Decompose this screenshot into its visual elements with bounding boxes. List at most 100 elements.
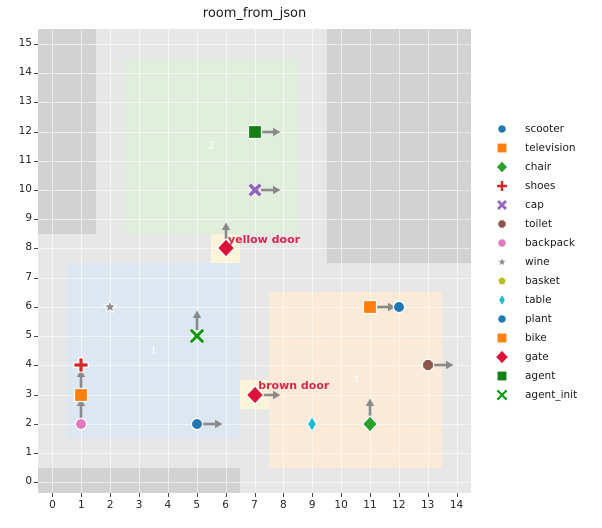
y-tick-label: 0 — [25, 475, 32, 488]
legend-label: table — [525, 294, 552, 306]
wall-top-left — [38, 29, 96, 234]
legend-marker-backpack — [497, 238, 507, 248]
y-tick-label: 7 — [25, 270, 32, 283]
legend-marker-agent — [496, 370, 508, 382]
marker-shoes — [73, 357, 90, 374]
y-tick-label: 1 — [25, 445, 32, 458]
x-tick-label: 11 — [363, 499, 377, 511]
legend-item-table: table — [494, 292, 552, 308]
legend-item-scooter: scooter — [494, 121, 564, 137]
legend-marker-chair — [495, 160, 509, 174]
y-tick-mark — [34, 452, 38, 454]
legend-label: chair — [525, 161, 552, 173]
gridline-y — [38, 73, 471, 75]
x-tick-label: 7 — [251, 499, 258, 511]
marker-cap — [247, 182, 262, 198]
x-tick-label: 13 — [421, 499, 435, 511]
x-tick-mark — [225, 493, 227, 497]
y-tick-label: 3 — [25, 387, 32, 400]
y-tick-mark — [34, 365, 38, 367]
gridline-y — [38, 248, 471, 250]
x-tick-mark — [81, 493, 83, 497]
x-tick-label: 4 — [164, 499, 172, 511]
gridline-x — [283, 29, 285, 493]
x-tick-mark — [398, 493, 400, 497]
legend-item-television: television — [494, 140, 576, 156]
legend-item-backpack: backpack — [494, 235, 575, 251]
x-tick-mark — [110, 493, 112, 497]
gridline-x — [312, 29, 314, 493]
x-tick-mark — [427, 493, 429, 497]
gridline-y — [38, 43, 471, 45]
y-tick-mark — [34, 306, 38, 308]
gridline-x — [398, 29, 400, 493]
wall-top-right — [326, 29, 471, 264]
room-label-1: 1 — [150, 345, 157, 357]
gridline-y — [38, 452, 471, 454]
marker-television — [74, 387, 89, 402]
gridline-x — [110, 29, 112, 493]
legend-marker-bike — [496, 332, 508, 344]
legend-label: toilet — [525, 218, 552, 230]
x-tick-mark — [196, 493, 198, 497]
y-tick-mark — [34, 43, 38, 45]
yellow-door-label: yellow door — [227, 232, 301, 246]
gridline-x — [52, 29, 54, 493]
legend-item-basket: basket — [494, 273, 560, 289]
y-tick-label: 8 — [25, 241, 32, 254]
room-2 — [124, 58, 298, 234]
x-tick-mark — [167, 493, 169, 497]
gridline-x — [196, 29, 198, 493]
marker-wine — [102, 298, 118, 314]
y-tick-label: 2 — [25, 416, 32, 429]
x-tick-label: 1 — [77, 499, 85, 511]
gridline-x — [167, 29, 169, 493]
legend-marker-television — [496, 142, 508, 154]
legend-label: basket — [525, 275, 560, 287]
marker-bike — [362, 299, 378, 314]
y-tick-label: 12 — [18, 124, 32, 137]
legend-marker-toilet — [497, 219, 507, 229]
gridline-y — [38, 423, 471, 425]
y-tick-mark — [34, 160, 38, 162]
room-3 — [268, 292, 443, 468]
legend-label: shoes — [525, 180, 556, 192]
legend-item-wine: wine — [494, 254, 550, 270]
gridline-x — [139, 29, 141, 493]
arrow-right-bike — [375, 302, 396, 312]
legend-label: television — [525, 142, 576, 154]
y-tick-mark — [34, 336, 38, 338]
gridline-x — [456, 29, 458, 493]
x-tick-label: 3 — [135, 499, 143, 511]
legend-label: cap — [525, 199, 544, 211]
y-tick-mark — [34, 131, 38, 133]
y-tick-mark — [34, 73, 38, 75]
x-tick-label: 2 — [106, 499, 114, 511]
legend-marker-shoes — [496, 180, 508, 192]
y-tick-mark — [34, 423, 38, 425]
legend-label: plant — [525, 313, 552, 325]
x-tick-label: 0 — [49, 499, 56, 511]
y-tick-mark — [34, 248, 38, 250]
y-tick-label: 14 — [18, 66, 32, 79]
x-tick-label: 6 — [222, 499, 229, 511]
room-1 — [66, 263, 241, 439]
legend-label: backpack — [525, 237, 575, 249]
x-tick-mark — [254, 493, 256, 497]
y-tick-label: 13 — [18, 95, 32, 108]
legend-marker-table — [498, 293, 506, 307]
arrow-up-agent_init — [192, 310, 201, 331]
x-tick-label: 9 — [308, 499, 316, 511]
x-tick-mark — [456, 493, 458, 497]
y-tick-label: 10 — [18, 182, 32, 195]
marker-agent — [247, 124, 262, 139]
x-tick-label: 12 — [392, 499, 406, 511]
legend-item-chair: chair — [494, 159, 551, 175]
gridline-y — [38, 365, 471, 367]
gridline-x — [341, 29, 343, 493]
legend-marker-basket — [497, 275, 507, 286]
gridline-x — [427, 29, 429, 493]
gridline-y — [38, 219, 471, 221]
arrow-right-agent — [260, 127, 280, 136]
